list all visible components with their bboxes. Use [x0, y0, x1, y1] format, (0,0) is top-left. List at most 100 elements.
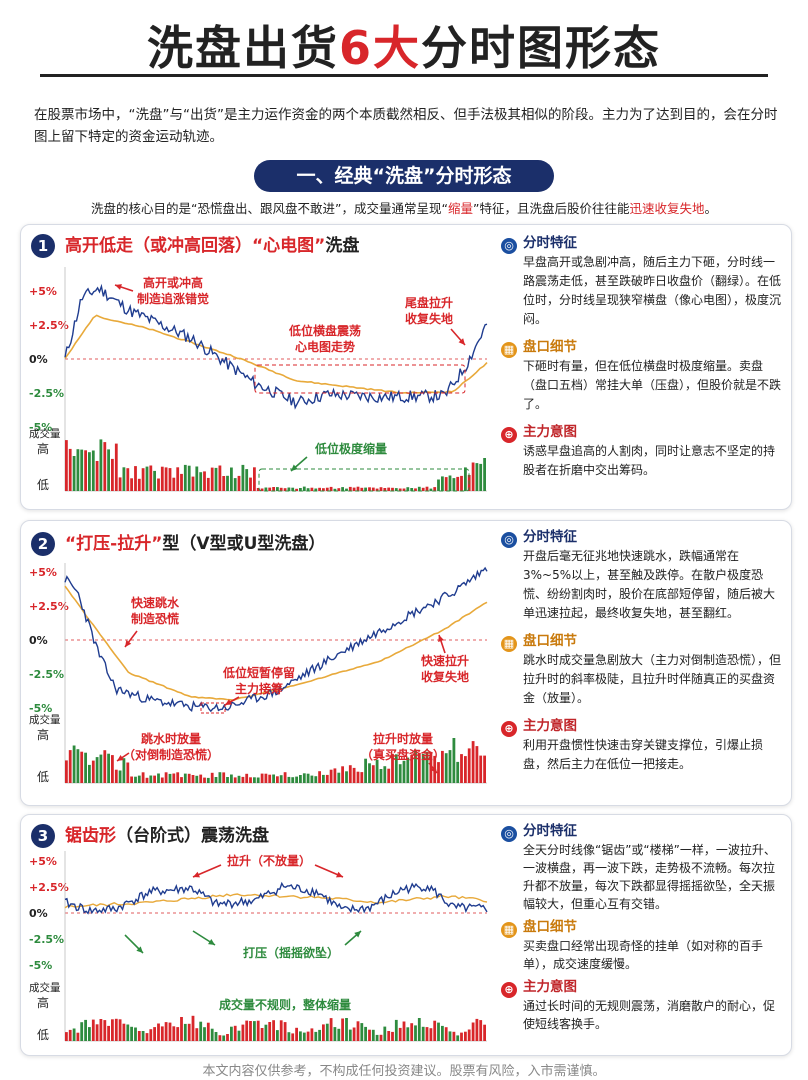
annotation-label: 制造追涨错觉 [137, 291, 209, 306]
card-3-heading: 3 锯齿形（台阶式）震荡洗盘 [31, 821, 269, 848]
volume-bar [256, 1020, 260, 1041]
volume-bar [364, 487, 367, 491]
volume-bar [68, 448, 72, 491]
volume-title: 成交量 [29, 427, 61, 440]
volume-bar [149, 1029, 153, 1041]
volume-bar [237, 775, 241, 783]
volume-bar [195, 466, 199, 491]
annotation-label: 收复失地 [421, 669, 469, 684]
volume-bar [318, 1029, 321, 1041]
volume-bar [433, 1020, 437, 1041]
volume-bar [306, 1031, 310, 1041]
volume-bar [206, 1022, 210, 1041]
volume-bar [68, 1029, 72, 1041]
volume-bar [95, 461, 99, 491]
y-axis-label: -5% [29, 421, 52, 434]
volume-bar [364, 1026, 367, 1041]
volume-bar [226, 1034, 229, 1041]
annotation-arrowhead [336, 871, 343, 878]
disclaimer: 本文内容仅供参考，不构成任何投资建议。股票有风险，入市需谨慎。 [202, 1064, 606, 1079]
volume-bar [383, 488, 387, 491]
volume-bar [191, 775, 195, 783]
volume-bar [233, 1025, 237, 1041]
volume-bar [379, 487, 383, 491]
volume-bar [99, 439, 103, 491]
title-prefix: 洗盘出货 [146, 21, 339, 75]
volume-bar [164, 1022, 168, 1041]
volume-bar [134, 466, 137, 491]
volume-bar [268, 774, 272, 783]
title-divider [40, 74, 768, 77]
volume-bar [437, 1022, 440, 1041]
volume-bar [218, 1035, 222, 1041]
volume-bar [210, 772, 214, 783]
volume-bar [287, 1032, 291, 1041]
volume-bar [371, 487, 375, 491]
volume-bar [391, 753, 394, 783]
volume-bar [437, 479, 440, 491]
volume-bar [452, 1031, 456, 1041]
volume-bar [471, 741, 475, 783]
volume-bar [76, 749, 80, 783]
volume-bar [157, 1023, 160, 1041]
card-number: 3 [31, 824, 55, 848]
volume-bar [448, 1031, 452, 1041]
volume-bar [153, 1027, 156, 1041]
section-banner: 一、经典“洗盘”分时形态 [254, 160, 554, 192]
annotation-label: 制造恐慌 [131, 611, 179, 626]
feature-heading: ◎ 分时特征 [501, 233, 781, 254]
volume-bar [187, 465, 191, 491]
y-axis-label: +2.5% [29, 881, 69, 894]
volume-bar [460, 475, 463, 491]
section-sub-part: 。 [704, 201, 717, 216]
annotation-label: 高开或冲高 [143, 275, 203, 290]
volume-bar [149, 465, 153, 491]
volume-bar [187, 1023, 191, 1041]
volume-bar [272, 1020, 275, 1041]
card-1-title-b: “心电图” [252, 236, 326, 256]
section-sub-part: 洗盘的核心目的是“恐慌盘出、跟风盘不敢进”，成交量通常呈现“ [91, 201, 448, 216]
volume-bar [333, 488, 337, 491]
intent-heading-text: 主力意图 [523, 424, 577, 440]
volume-bar [429, 1028, 433, 1041]
title-suffix: 分时图形态 [421, 21, 661, 75]
volume-bar [283, 488, 287, 491]
annotation-label: 低位横盘震荡 [288, 323, 361, 338]
detail-heading-text: 盘口细节 [523, 339, 577, 355]
feature-heading-text: 分时特征 [523, 823, 577, 839]
volume-bar [210, 1028, 214, 1041]
volume-bar [325, 487, 329, 491]
volume-bar [218, 465, 222, 491]
volume-bar [153, 470, 156, 491]
volume-bar [471, 462, 475, 491]
volume-bar [371, 765, 375, 783]
annotation-label: 低位短暂停留 [222, 665, 295, 680]
volume-bar [352, 487, 356, 491]
volume-bar [417, 752, 421, 783]
pattern-card-3: 3 锯齿形（台阶式）震荡洗盘 +5% +2.5% 0% -2.5% -5% 成交量高低 拉升（… [20, 814, 792, 1056]
annotation-arrowhead [125, 640, 132, 647]
annotation-label: 快速拉升 [421, 653, 469, 668]
price-line [64, 566, 488, 713]
volume-bar [80, 751, 84, 783]
volume-bar [226, 777, 229, 783]
volume-bar [65, 760, 68, 783]
volume-bar [322, 774, 325, 783]
intent-text: 诱惑早盘追高的人割肉，同时让意志不坚定的持股者在折磨中交出筹码。 [523, 444, 776, 477]
detail-heading-text: 盘口细节 [523, 633, 577, 649]
volume-bar [379, 1034, 383, 1041]
volume-bar [429, 752, 433, 783]
volume-bar [394, 488, 398, 491]
volume-bar [111, 458, 114, 491]
volume-bar [425, 486, 429, 491]
volume-low-label: 低 [37, 1028, 49, 1042]
volume-bar [80, 449, 84, 491]
volume-bar [456, 1035, 460, 1041]
low-volume-box [258, 468, 470, 492]
section-subtitle: 洗盘的核心目的是“恐慌盘出、跟风盘不敢进”，成交量通常呈现“缩量”特征，且洗盘后… [0, 198, 808, 217]
section-sub-highlight: 缩量 [447, 201, 473, 216]
consolidation-box [254, 364, 466, 394]
volume-bar [460, 1032, 463, 1041]
volume-bar [191, 1015, 195, 1041]
